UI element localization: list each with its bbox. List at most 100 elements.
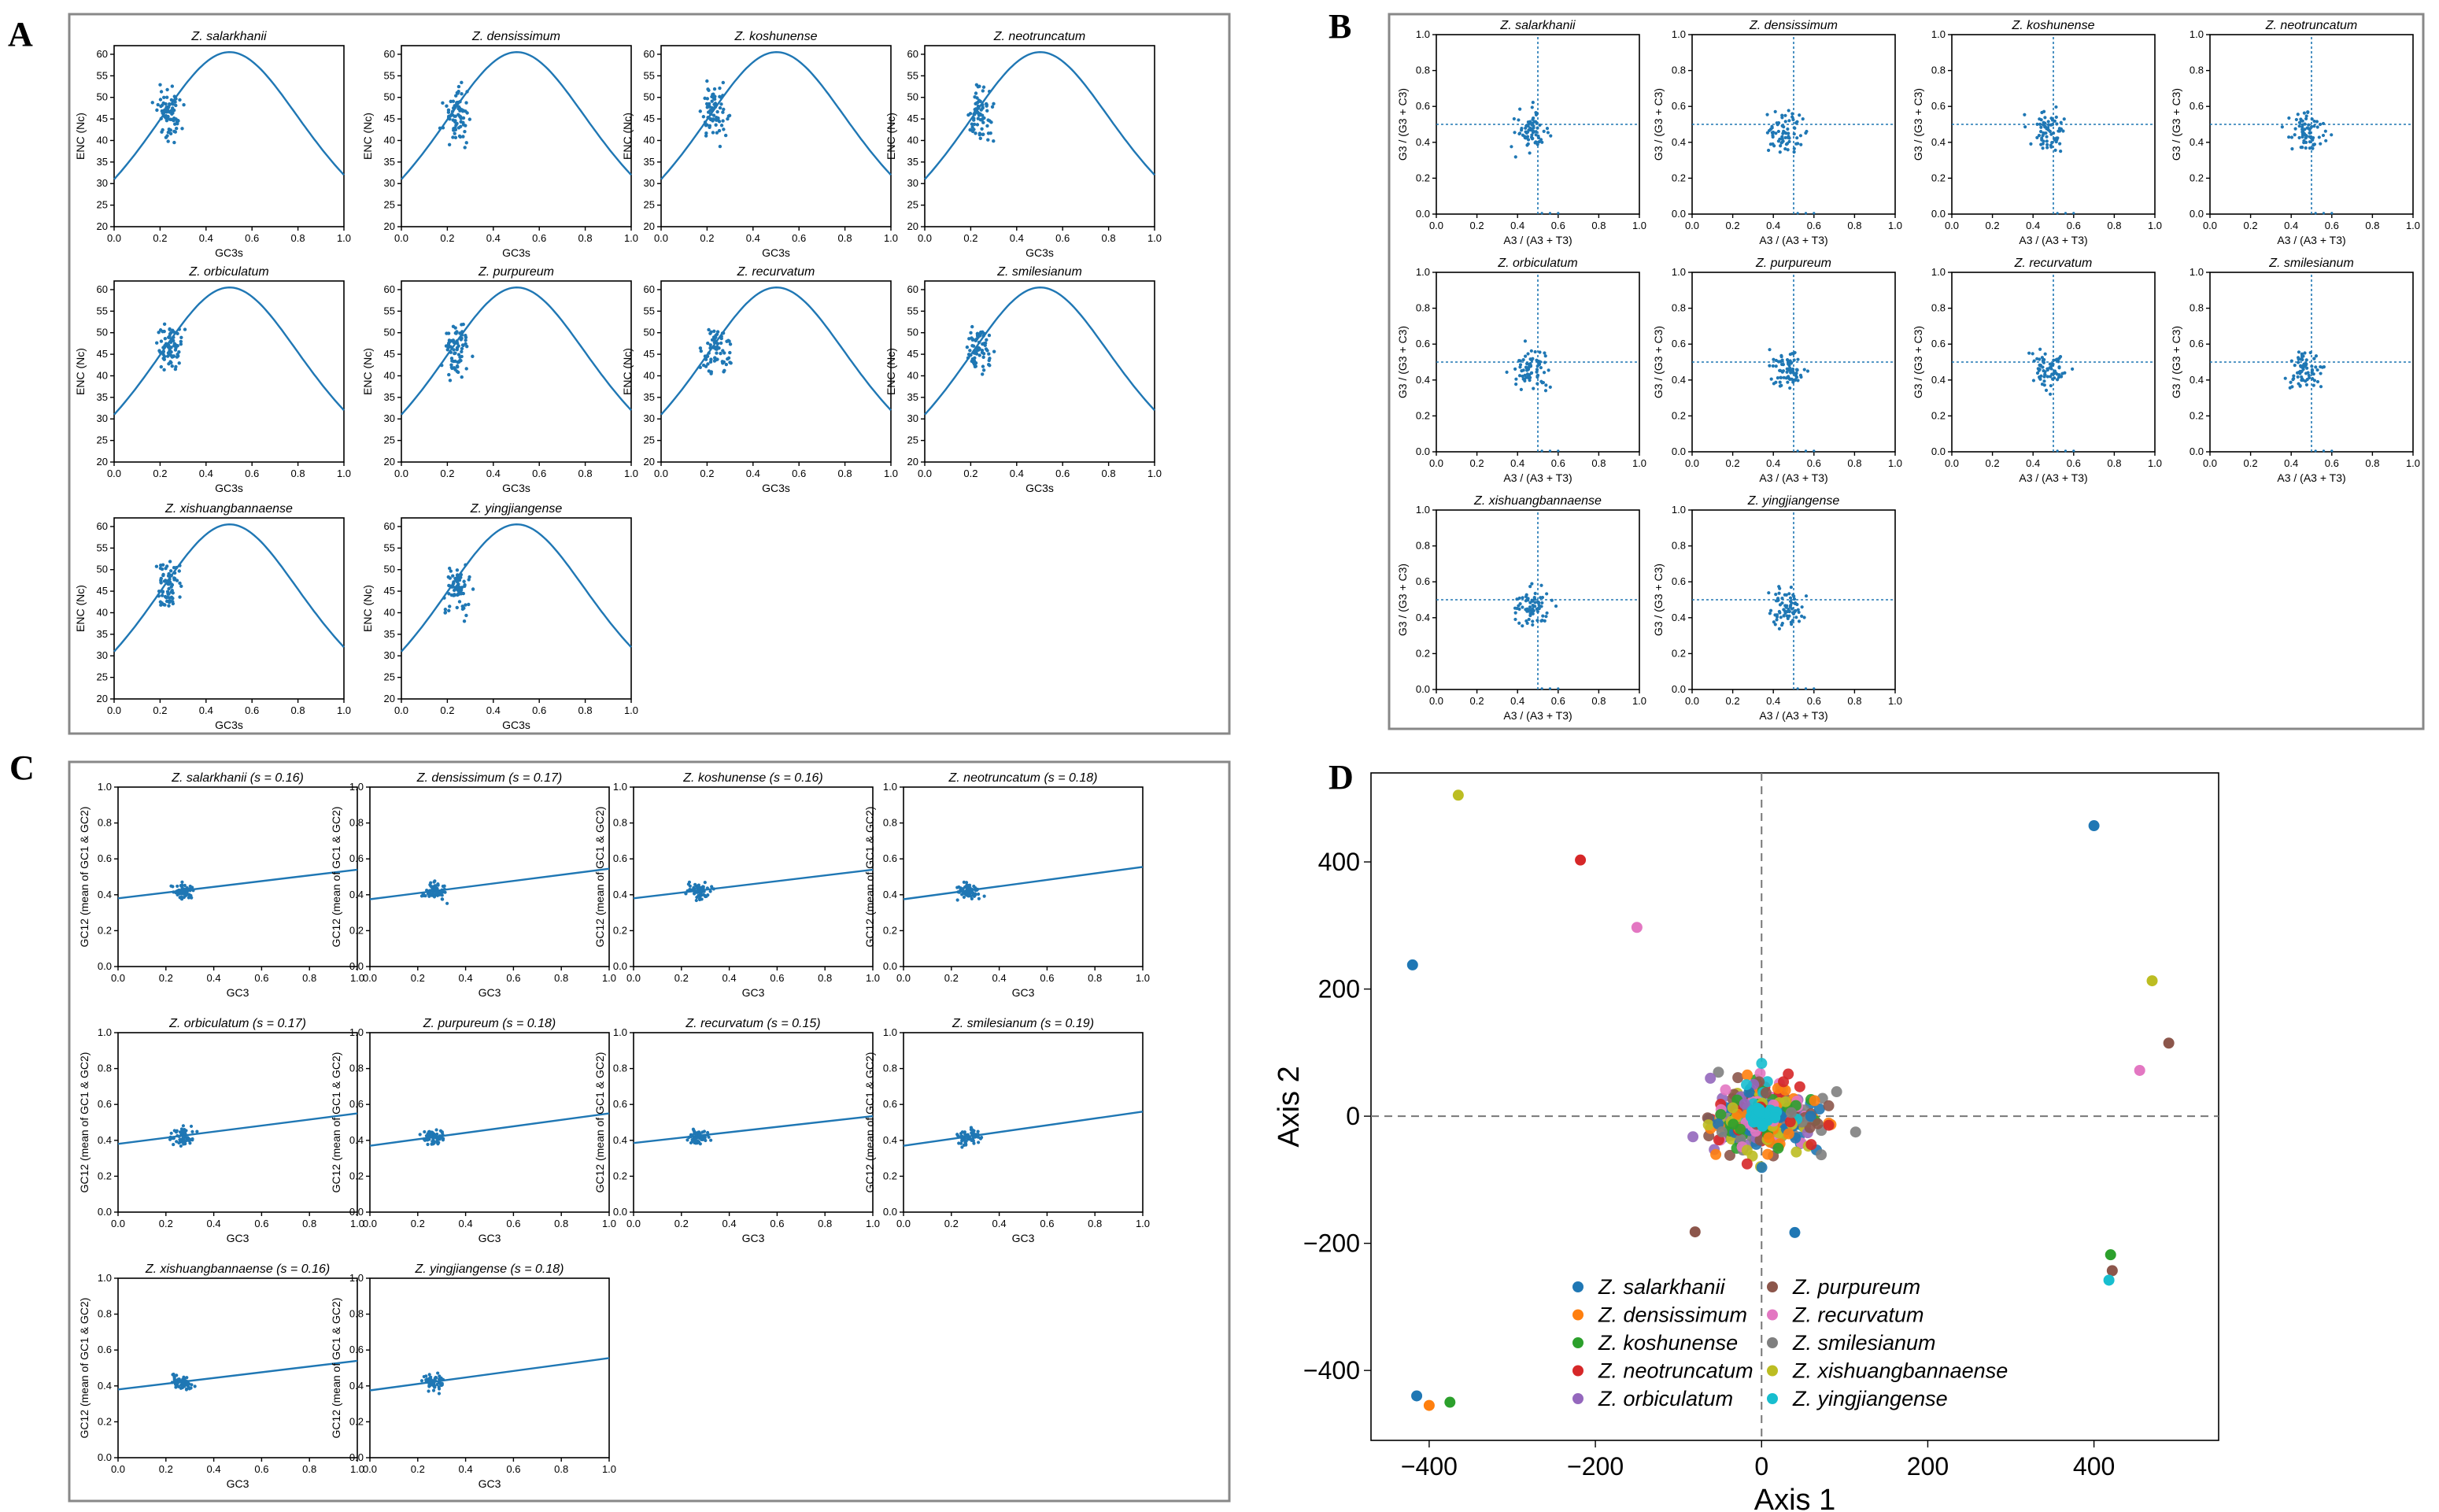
ca-point [1805,1139,1817,1151]
subplot-title: Z. smilesianum (s = 0.19) [952,1017,1094,1030]
data-point [711,887,715,891]
data-point [2023,125,2027,129]
data-point [187,1382,190,1386]
data-point [976,106,981,110]
data-point [422,1374,426,1379]
data-point [161,357,165,360]
data-point [2310,368,2315,372]
y-tick-label: 0.6 [1931,100,1946,112]
data-point [988,364,992,368]
data-point [722,351,726,355]
data-point [2046,120,2050,124]
expected-enc-curve [660,286,892,416]
data-point [973,110,977,115]
ca-point [1785,1107,1797,1118]
y-axis-label: ENC (Nc) [74,113,87,160]
data-point [1545,611,1549,615]
data-point [172,122,177,126]
axes-box [401,45,632,227]
y-tick-label: 0.6 [1672,575,1686,587]
data-point [187,896,190,900]
x-tick-label: 0.6 [532,468,546,479]
y-tick-label: 30 [907,412,918,424]
data-point [2038,377,2042,381]
data-point [155,108,159,113]
data-point [174,103,178,108]
data-point [150,101,154,105]
y-tick-label: 0.2 [349,1170,364,1181]
y-axis-label: GC12 (mean of GC1 & GC2) [330,1298,342,1439]
data-point [704,131,708,135]
data-point [1533,591,1537,596]
x-tick-label: 1.0 [350,1218,364,1229]
data-point [959,886,963,890]
neutrality-subplot: 0.0 0.2 0.4 0.6 0.8 1.00.00.20.40.60.81.0Z. s… [78,771,364,999]
data-point [1525,124,1529,128]
data-point [1782,129,1786,133]
expected-enc-curve [924,286,1155,416]
data-point [178,1138,182,1142]
x-tick-label: 0.4 [459,1463,473,1475]
x-tick-label: 0.2 [1470,695,1484,707]
data-point [2308,131,2312,135]
data-point [1802,616,1806,619]
data-point [1792,358,1796,362]
data-point [464,338,467,342]
x-tick-label: 0.4 [1010,468,1024,479]
data-point [691,1140,696,1144]
data-point [1779,137,1783,141]
data-point [467,117,472,121]
data-point [443,608,448,612]
data-point [1523,373,1527,377]
data-point [1530,105,1534,109]
data-point [986,138,990,142]
data-point [449,357,454,360]
pr2-subplot: 0.0 0.2 0.4 0.6 0.8 1.00.00.20.40.60.81.0Z. p… [1652,257,1902,484]
data-point [459,590,464,595]
data-point [977,84,981,88]
data-point [963,1132,967,1137]
data-point [960,1139,964,1143]
data-point [158,98,163,102]
subplot-title: Z. smilesianum [996,265,1082,279]
subplot-title: Z. orbiculatum [1497,257,1577,270]
x-tick-label: 0.8 [578,232,593,244]
data-point [163,336,168,341]
data-point [175,355,179,359]
data-point [448,604,452,608]
x-tick-label: 0.8 [1591,457,1606,469]
x-tick-label: 0.0 [363,1463,377,1475]
ca-point [1687,1131,1699,1143]
y-tick-label: 45 [644,348,655,360]
data-point [2293,133,2297,137]
x-tick-label: 0.8 [2107,220,2121,231]
data-point [1535,368,1539,372]
y-tick-label: 0.6 [1672,338,1686,349]
x-tick-label: −400 [1401,1452,1458,1481]
y-tick-label: 55 [384,305,395,316]
y-tick-label: 35 [907,156,918,168]
data-point [1775,613,1779,617]
data-point [463,584,467,588]
data-point [1505,370,1509,374]
data-point [167,586,171,591]
data-point [1794,372,1798,375]
data-point [1780,362,1784,367]
data-point [972,884,976,889]
x-tick-label: 0.2 [1726,457,1740,469]
data-point [992,349,996,353]
data-point [1767,591,1771,595]
data-point [1543,354,1547,358]
data-point [1778,603,1783,607]
data-point [1779,144,1783,148]
ca-point [1756,1162,1768,1174]
data-point [2037,368,2041,372]
data-point [981,120,985,124]
data-point [165,116,169,120]
x-tick-label: 1.0 [624,468,638,479]
data-point [183,1132,187,1136]
data-point [1790,112,1794,116]
y-tick-label: 60 [384,520,395,532]
